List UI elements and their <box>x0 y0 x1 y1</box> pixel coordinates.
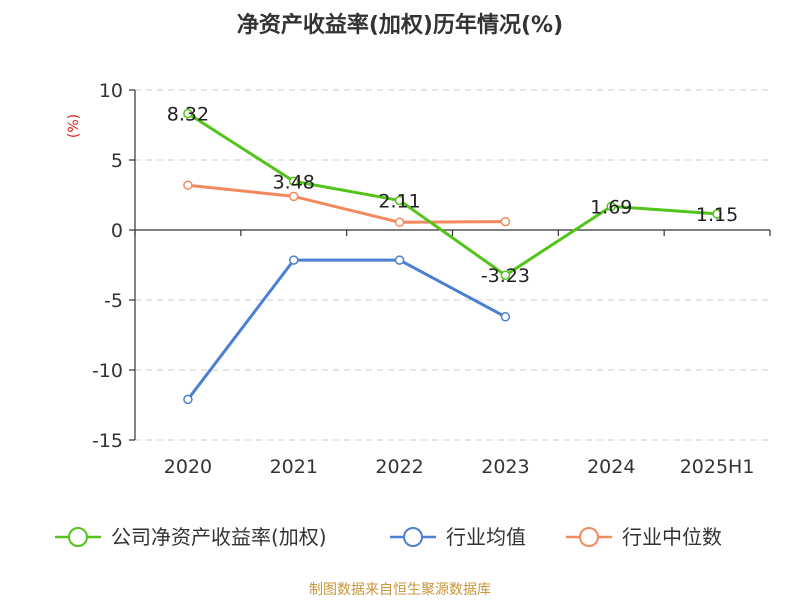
x-tick-label: 2025H1 <box>680 456 755 478</box>
data-point <box>183 394 193 405</box>
data-label: 1.69 <box>590 196 632 218</box>
x-tick-label: 2024 <box>587 456 635 478</box>
legend-item[interactable]: 公司净资产收益率(加权) <box>55 525 327 549</box>
series-lines <box>183 108 722 405</box>
y-tick-label: -5 <box>104 290 123 312</box>
series-line-1 <box>186 258 507 401</box>
series-line-0 <box>187 112 718 277</box>
data-point <box>500 312 511 322</box>
legend-label: 行业中位数 <box>622 525 722 549</box>
data-labels: 8.32 3.48 2.11 -3.23 1.69 1.15 <box>167 104 738 288</box>
y-axis-unit-label: (%) <box>66 114 82 138</box>
data-label: 8.32 <box>167 104 209 126</box>
data-point <box>289 176 299 187</box>
data-point <box>394 255 405 265</box>
data-label: -3.23 <box>481 265 530 287</box>
data-point <box>394 195 405 206</box>
chart-title: 净资产收益率(加权)历年情况(%) <box>237 12 563 38</box>
data-point <box>289 191 299 202</box>
legend-circle-marker <box>68 527 88 547</box>
legend-label: 公司净资产收益率(加权) <box>111 525 327 549</box>
legend: 公司净资产收益率(加权) 行业均值 行业中位数 <box>55 525 722 549</box>
y-tick-label: -10 <box>92 360 123 382</box>
y-tick-label: 0 <box>111 220 123 242</box>
data-label: 3.48 <box>273 171 315 193</box>
data-point <box>712 209 722 219</box>
data-point <box>289 255 299 265</box>
data-label: 1.15 <box>696 204 738 226</box>
data-point <box>606 201 616 212</box>
source-note: 制图数据来自恒生聚源数据库 <box>309 582 491 598</box>
y-tick-label: -15 <box>92 430 123 452</box>
data-point <box>500 216 511 227</box>
x-tick-label: 2021 <box>270 456 318 478</box>
legend-circle-marker <box>403 527 423 547</box>
legend-circle-marker <box>579 527 599 547</box>
y-tick-label: 5 <box>111 150 123 172</box>
data-label: 2.11 <box>378 190 420 212</box>
data-point <box>183 108 193 119</box>
series-line-2 <box>187 183 506 224</box>
legend-label: 行业均值 <box>446 525 526 549</box>
x-tick-label: 2020 <box>164 456 212 478</box>
x-tick-label: 2022 <box>375 456 423 478</box>
axes: 10 5 0 -5 -10 -15 2020 2021 2022 2023 2024 2025H1 <box>92 80 771 478</box>
data-point <box>183 180 193 190</box>
grid-lines <box>135 89 770 441</box>
y-tick-label: 10 <box>99 80 123 102</box>
x-tick-label: 2023 <box>481 456 529 478</box>
legend-item[interactable]: 行业中位数 <box>566 525 722 549</box>
data-point <box>500 270 511 280</box>
data-point <box>394 217 405 228</box>
legend-item[interactable]: 行业均值 <box>390 525 526 549</box>
